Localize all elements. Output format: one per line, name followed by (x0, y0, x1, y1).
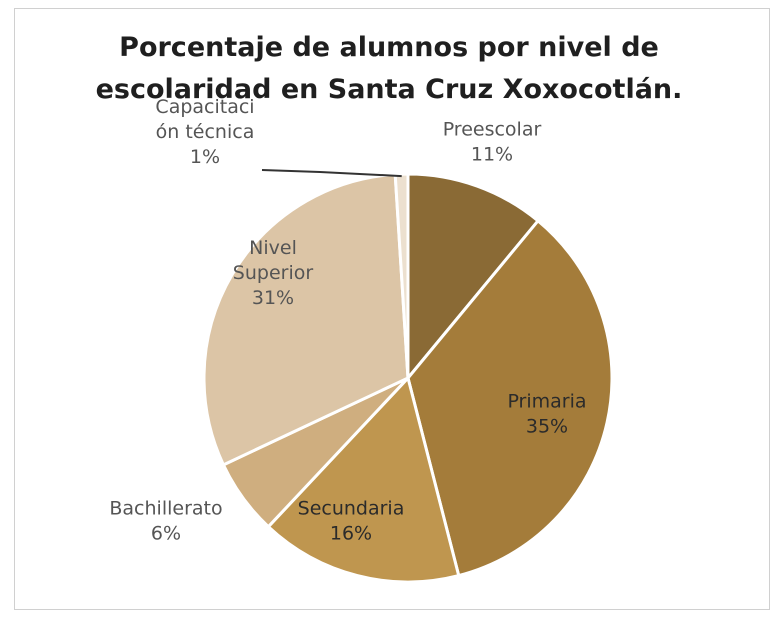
slice-label-bachillerato: Bachillerato 6% (109, 498, 222, 545)
pie-slice-secundaria (266, 374, 461, 584)
slice-label-preescolar: Preescolar 11% (443, 119, 542, 166)
pie-slice-capacitaci-on-tecnica (393, 172, 410, 379)
leader-line-capacitacion-tecnica (261, 169, 402, 178)
slice-label-secundaria: Secundaria 16% (298, 498, 405, 545)
pie-slice-primaria (406, 218, 614, 578)
chart-title-line-2: escolaridad en Santa Cruz Xoxocotlán. (95, 74, 683, 105)
slice-label-primaria: Primaria 35% (507, 391, 586, 438)
pie-slice-preescolar (406, 172, 541, 383)
pie-slice-nivel-superior (202, 172, 410, 467)
slice-label-nivel-superior: Nivel Superior 31% (233, 237, 314, 309)
chart-title-line-1: Porcentaje de alumnos por nivel de (119, 32, 659, 63)
slice-label-capacitaci-on-tecnica: Capacitaci ón técnica 1% (155, 96, 254, 168)
